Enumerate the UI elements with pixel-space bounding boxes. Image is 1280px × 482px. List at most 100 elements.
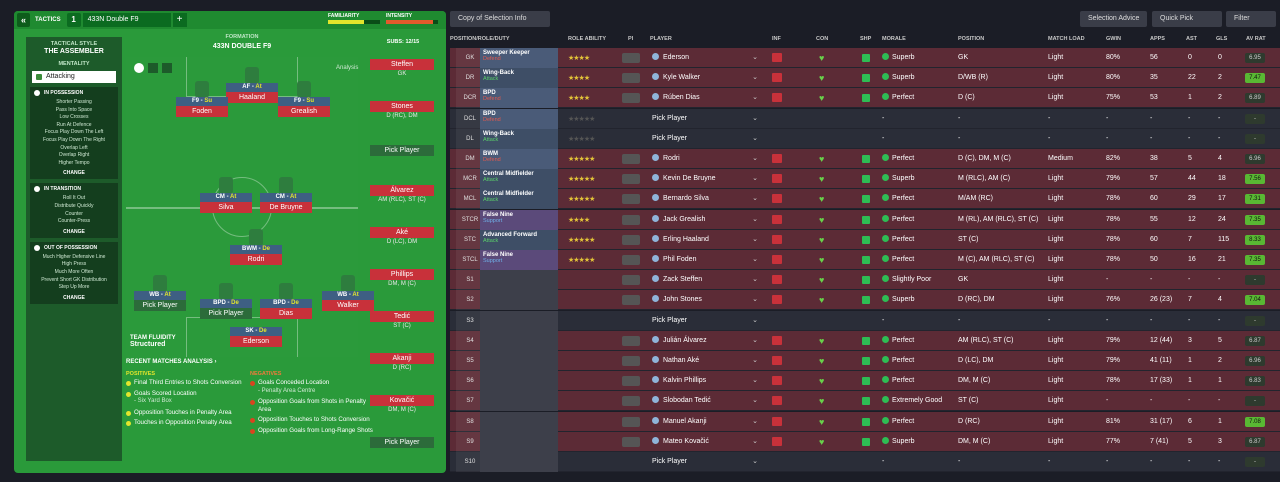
sub-player[interactable]: Aké D (LC), DM (370, 227, 434, 245)
tactic-name-select[interactable]: 433N Double F9 (82, 13, 171, 27)
table-row[interactable]: MCR Central Midfielder Attack ★★★★★ Kevin De… (450, 169, 1280, 190)
pi-icon[interactable] (622, 174, 640, 185)
player-select[interactable]: Slobodan Tedić ⌄ (652, 391, 760, 411)
table-row[interactable]: DCL BPD Defend ★★★★★ Pick Player ⌄ - - - - - - - - (450, 108, 1280, 129)
col-position[interactable]: POSITION (958, 36, 985, 42)
col-pi[interactable]: PI (628, 36, 634, 42)
pi-icon[interactable] (622, 436, 640, 447)
pi-icon[interactable] (622, 194, 640, 205)
sub-player[interactable]: Stones D (RC), DM (370, 101, 434, 119)
quick-pick-button[interactable]: Quick Pick (1152, 11, 1222, 27)
table-row[interactable]: DCR BPD Defend ★★★★ Rúben Dias ⌄ ♥ Perfect D (C)… (450, 88, 1280, 109)
pi-icon[interactable] (622, 234, 640, 245)
table-row[interactable]: S3 Pick Player ⌄ - - - - - - - - (450, 310, 1280, 331)
pi-icon[interactable] (622, 73, 640, 84)
pitch-player-walker[interactable]: WB - At Walker (322, 275, 374, 311)
role-duty-select[interactable]: Central Midfielder Attack (480, 169, 558, 190)
player-select[interactable]: Julián Álvarez ⌄ (652, 331, 760, 351)
player-select[interactable]: Pick Player ⌄ (652, 109, 760, 129)
player-select[interactable]: Nathan Aké ⌄ (652, 351, 760, 371)
player-select[interactable]: Zack Steffen ⌄ (652, 270, 760, 290)
player-select[interactable]: Manuel Akanji ⌄ (652, 412, 760, 432)
pitch-player-rodri[interactable]: BWM - De Rodri (230, 229, 282, 265)
player-select[interactable]: John Stones ⌄ (652, 290, 760, 310)
col-apps[interactable]: APPS (1150, 36, 1165, 42)
instructions-icon[interactable] (134, 63, 144, 73)
table-row[interactable]: S4 Julián Álvarez ⌄ ♥ Perfect AM (RLC), ST (C… (450, 330, 1280, 351)
player-select[interactable]: Mateo Kovačić ⌄ (652, 432, 760, 452)
col-gwin[interactable]: GWIN (1106, 36, 1121, 42)
col-con[interactable]: CON (816, 36, 829, 42)
analysis-toggle[interactable]: Analysis (336, 65, 359, 71)
table-row[interactable]: DM BWM Defend ★★★★★ Rodri ⌄ ♥ Perfect D (C), DM,… (450, 149, 1280, 169)
player-select[interactable]: Phil Foden ⌄ (652, 250, 760, 270)
role-duty-select[interactable]: Central Midfielder Attack (480, 189, 558, 210)
pitch-player-haaland[interactable]: AF - At Haaland (226, 67, 278, 103)
recent-matches-analysis[interactable]: RECENT MATCHES ANALYSIS › (126, 359, 217, 365)
role-duty-select[interactable]: Wing-Back Attack (480, 128, 558, 149)
pitch-player-foden[interactable]: F9 - Su Foden (176, 81, 228, 117)
table-row[interactable]: DL Wing-Back Attack ★★★★★ Pick Player ⌄ - - - - - -… (450, 128, 1280, 149)
sub-player[interactable]: Tedić ST (C) (370, 311, 434, 329)
pi-icon[interactable] (622, 53, 640, 63)
role-duty-select[interactable]: Sweeper Keeper Defend (480, 48, 558, 68)
pitch-player-wb-left[interactable]: WB - At Pick Player (134, 275, 186, 311)
pi-icon[interactable] (622, 275, 640, 286)
player-select[interactable]: Ederson ⌄ (652, 48, 760, 68)
stats-icon[interactable] (148, 63, 158, 73)
pitch-player-dias[interactable]: BPD - De Dias (260, 283, 312, 319)
player-select[interactable]: Jack Grealish ⌄ (652, 210, 760, 230)
sub-player[interactable]: Kovačić DM, M (C) (370, 395, 434, 413)
role-duty-select[interactable]: False Nine Support (480, 209, 558, 230)
pitch-player-ederson[interactable]: SK - De Ederson (230, 327, 282, 347)
table-row[interactable]: S10 Pick Player ⌄ - - - - - - - - (450, 452, 1280, 472)
mentality-select[interactable]: Attacking (32, 71, 116, 83)
table-row[interactable]: MCL Central Midfielder Attack ★★★★★ Bernardo… (450, 189, 1280, 210)
pi-icon[interactable] (622, 214, 640, 225)
player-select[interactable]: Kevin De Bruyne ⌄ (652, 169, 760, 189)
player-select[interactable]: Rúben Dias ⌄ (652, 88, 760, 108)
table-row[interactable]: STC Advanced Forward Attack ★★★★★ Erling Haa… (450, 229, 1280, 250)
sub-player[interactable]: Steffen GK (370, 59, 434, 77)
pi-icon[interactable] (622, 376, 640, 387)
role-duty-select[interactable]: BPD Defend (480, 88, 558, 109)
col-av-rat[interactable]: AV RAT (1246, 36, 1266, 42)
col-role-ability[interactable]: ROLE ABILITY (568, 36, 606, 42)
player-select[interactable]: Rodri ⌄ (652, 149, 760, 169)
sub-player[interactable]: Akanji D (RC) (370, 353, 434, 371)
pi-icon[interactable] (622, 93, 640, 104)
pitch-player-grealish[interactable]: F9 - Su Grealish (278, 81, 330, 117)
col-morale[interactable]: MORALE (882, 36, 906, 42)
table-row[interactable]: S2 John Stones ⌄ ♥ Superb D (RC), DM Light 76% 2… (450, 290, 1280, 311)
table-row[interactable]: STCL False Nine Support ★★★★★ Phil Foden ⌄ ♥ Pe… (450, 250, 1280, 270)
col-player[interactable]: PLAYER (650, 36, 672, 42)
ip-change-button[interactable]: CHANGE (63, 170, 85, 177)
col-position-role[interactable]: POSITION/ROLE/DUTY (450, 36, 510, 42)
role-duty-select[interactable]: BWM Defend (480, 149, 558, 169)
filter-button[interactable]: Filter (1226, 11, 1276, 27)
sub-player[interactable]: Pick Player (370, 145, 434, 157)
pi-icon[interactable] (622, 335, 640, 346)
player-select[interactable]: Kalvin Phillips ⌄ (652, 371, 760, 391)
table-row[interactable]: S7 Slobodan Tedić ⌄ ♥ Extremely Good ST (C) Li… (450, 391, 1280, 412)
player-select[interactable]: Pick Player ⌄ (652, 311, 760, 331)
pi-icon[interactable] (622, 396, 640, 407)
col-gls[interactable]: GLS (1216, 36, 1228, 42)
add-tactic-button[interactable]: + (172, 13, 187, 27)
role-duty-select[interactable]: BPD Defend (480, 108, 558, 129)
tactic-slot[interactable]: 1 (66, 13, 81, 27)
sub-player[interactable]: Pick Player (370, 437, 434, 449)
copy-selection-select[interactable]: Copy of Selection Info (450, 11, 550, 27)
pitch-player-bpd-left[interactable]: BPD - De Pick Player (200, 283, 252, 319)
player-select[interactable]: Kyle Walker ⌄ (652, 68, 760, 88)
col-match-load[interactable]: MATCH LOAD (1048, 36, 1085, 42)
sub-player[interactable]: Álvarez AM (RLC), ST (C) (370, 185, 434, 203)
player-select[interactable]: Bernardo Silva ⌄ (652, 189, 760, 209)
player-select[interactable]: Pick Player ⌄ (652, 452, 760, 472)
table-row[interactable]: S8 Manuel Akanji ⌄ ♥ Perfect D (RC) Light 81% 31… (450, 411, 1280, 432)
col-shp[interactable]: SHP (860, 36, 872, 42)
pi-icon[interactable] (622, 356, 640, 366)
it-change-button[interactable]: CHANGE (63, 228, 85, 235)
sub-player[interactable]: Phillips DM, M (C) (370, 269, 434, 287)
table-row[interactable]: S9 Mateo Kovačić ⌄ ♥ Superb DM, M (C) Light 77%… (450, 431, 1280, 452)
